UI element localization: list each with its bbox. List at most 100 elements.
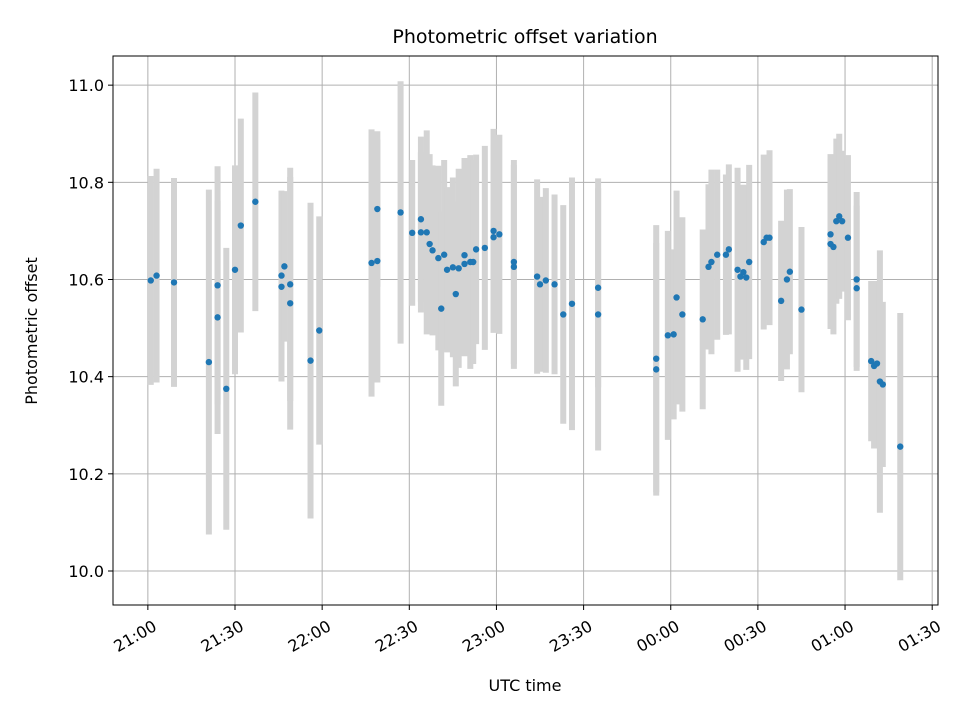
data-point [307, 357, 314, 364]
data-point [153, 272, 160, 279]
data-point [496, 231, 503, 238]
data-point [490, 234, 497, 241]
data-point [455, 265, 462, 272]
data-point [426, 240, 433, 248]
data-point [438, 305, 445, 312]
data-point [435, 254, 442, 262]
data-point [594, 311, 602, 318]
data-point [853, 276, 860, 283]
y-tick-label: 10.6 [68, 270, 104, 289]
data-point [783, 276, 791, 283]
data-point [873, 360, 881, 367]
x-tick-label: 22:00 [285, 616, 334, 656]
data-point [490, 227, 497, 235]
data-point [673, 294, 680, 301]
data-points [147, 198, 904, 450]
data-point [551, 281, 558, 288]
x-axis-label: UTC time [489, 676, 562, 695]
data-point [481, 244, 489, 252]
data-point [429, 247, 436, 254]
data-point [147, 277, 154, 284]
error-bars [147, 81, 904, 581]
data-point [653, 366, 660, 373]
data-point [287, 300, 294, 307]
y-axis-label: Photometric offset [22, 257, 41, 405]
data-point [417, 216, 425, 223]
data-point [734, 266, 741, 273]
data-point [368, 259, 375, 267]
data-point [827, 231, 834, 238]
data-point [594, 284, 602, 291]
data-point [214, 314, 221, 321]
data-point [214, 282, 221, 289]
data-point [170, 279, 178, 286]
data-point [653, 355, 660, 362]
y-axis-ticks: 10.0 10.2 10.4 10.6 10.8 11.0 [68, 76, 113, 581]
data-point [287, 281, 294, 288]
data-point [452, 290, 459, 298]
plot-frame [112, 55, 939, 606]
data-point [568, 300, 576, 307]
y-tick-label: 10.0 [68, 562, 104, 581]
x-tick-label: 23:30 [546, 616, 595, 656]
data-point [510, 258, 518, 266]
x-tick-label: 00:30 [720, 616, 769, 656]
data-point [252, 198, 259, 205]
x-tick-label: 01:30 [895, 616, 944, 656]
data-point [223, 385, 230, 393]
data-point [278, 272, 285, 279]
data-point [472, 246, 480, 253]
data-point [440, 251, 448, 258]
x-tick-label: 21:30 [198, 616, 247, 656]
data-point [374, 205, 381, 213]
data-point [205, 358, 213, 366]
data-point [830, 243, 837, 251]
data-point [510, 263, 518, 271]
data-point [714, 251, 721, 258]
y-tick-label: 10.8 [68, 173, 104, 192]
data-point [237, 222, 245, 229]
data-point [853, 285, 860, 292]
data-point [542, 277, 550, 284]
data-point [699, 316, 706, 323]
data-point [833, 217, 840, 225]
data-point [423, 229, 430, 236]
y-tick-label: 10.2 [68, 465, 104, 484]
x-axis-ticks: 21:00 21:30 22:00 22:30 23:00 23:30 00:00 00:30… [110, 605, 944, 656]
data-point [897, 443, 904, 450]
data-point [838, 217, 846, 225]
data-point [470, 258, 477, 266]
data-point [536, 281, 544, 288]
x-tick-label: 01:00 [808, 616, 857, 656]
data-point [745, 258, 753, 266]
data-point [278, 283, 285, 290]
data-point [766, 234, 773, 241]
data-point [867, 357, 875, 365]
data-point [374, 257, 381, 265]
data-point [798, 306, 805, 313]
data-point [708, 258, 715, 266]
data-point [722, 251, 730, 258]
data-point [664, 332, 672, 339]
data-point [836, 213, 843, 220]
x-tick-label: 23:00 [459, 616, 508, 656]
data-point [533, 273, 541, 280]
data-point [740, 268, 747, 276]
data-point [316, 327, 323, 334]
x-tick-label: 00:00 [633, 616, 682, 656]
data-point [449, 264, 457, 271]
data-point [461, 251, 468, 259]
x-tick-label: 22:30 [372, 616, 421, 656]
data-point [443, 266, 451, 273]
data-point [670, 331, 677, 338]
data-point [461, 260, 468, 268]
data-point [743, 274, 750, 281]
data-point [231, 266, 239, 273]
data-point [397, 209, 404, 216]
chart-title: Photometric offset variation [392, 26, 657, 48]
data-point [417, 229, 425, 236]
data-point [844, 234, 852, 241]
data-point [705, 263, 712, 271]
data-point [560, 311, 567, 318]
